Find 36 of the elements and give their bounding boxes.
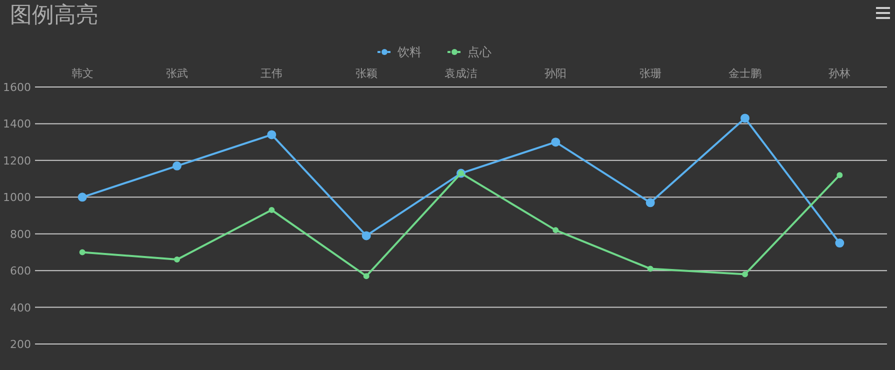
y-tick-label: 1200 (3, 154, 31, 168)
point (362, 231, 371, 240)
x-tick-label: 金士鹏 (728, 67, 762, 80)
point (268, 206, 275, 213)
y-tick-label: 800 (10, 228, 31, 241)
x-tick-label: 孙阳 (544, 67, 567, 80)
point (552, 227, 559, 234)
y-tick-label: 1600 (3, 81, 31, 94)
y-tick-label: 200 (10, 338, 31, 351)
y-tick-label: 600 (10, 264, 31, 278)
x-tick-label: 韩文 (71, 67, 94, 80)
point (174, 256, 180, 263)
x-tick-label: 张武 (166, 67, 188, 80)
point (742, 271, 748, 278)
y-tick-label: 1400 (3, 118, 31, 131)
point (79, 249, 86, 256)
point (551, 138, 560, 147)
legend-label: 点心 (468, 45, 492, 59)
point (78, 192, 87, 202)
x-tick-label: 孙林 (828, 67, 851, 80)
point (363, 273, 370, 280)
point (835, 238, 844, 248)
point (172, 161, 182, 170)
point (647, 266, 654, 272)
x-tick-label: 袁成洁 (444, 67, 478, 80)
y-tick-label: 1000 (3, 191, 31, 204)
x-tick-label: 张珊 (639, 67, 662, 80)
chart-title: 图例高亮 (10, 3, 98, 28)
point (646, 198, 655, 208)
y-tick-label: 400 (10, 301, 31, 314)
point (740, 114, 750, 123)
x-tick-label: 张颖 (355, 67, 378, 80)
legend-label: 饮料 (396, 45, 422, 59)
x-tick-label: 王伟 (260, 67, 283, 80)
point (836, 172, 843, 178)
point (267, 130, 276, 140)
